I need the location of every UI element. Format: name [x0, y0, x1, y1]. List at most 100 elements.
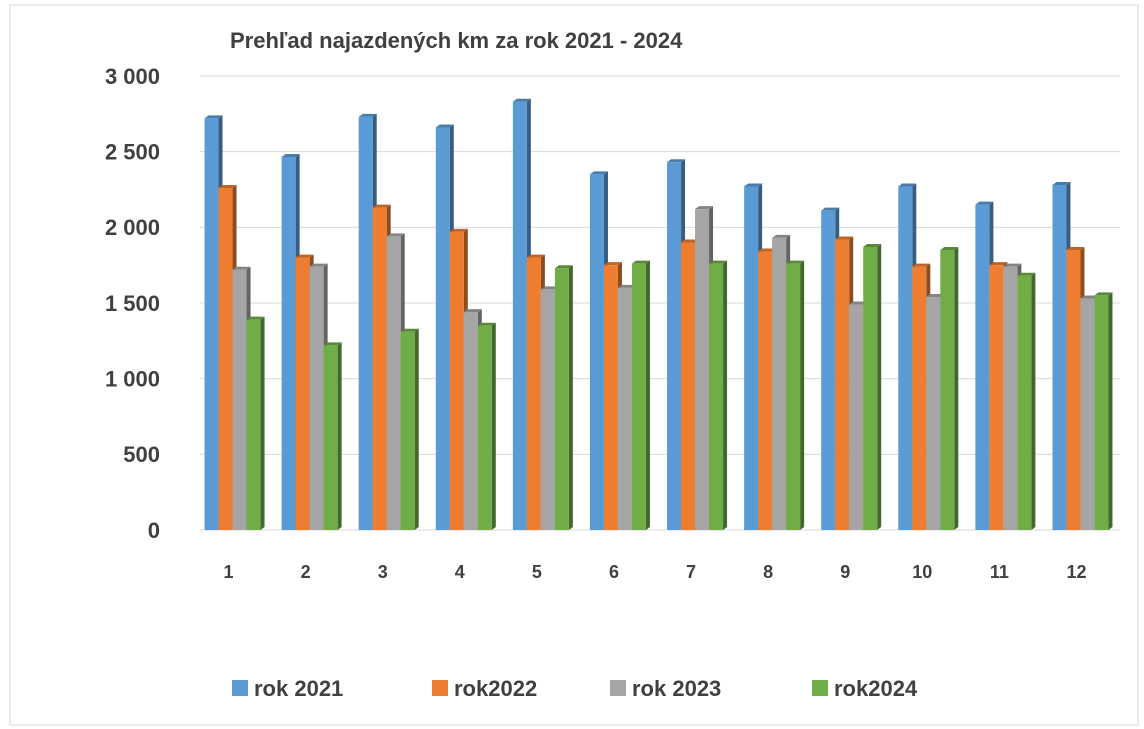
bar-face [232, 266, 251, 270]
bar-face [1052, 181, 1071, 185]
legend-label: rok 2023 [632, 676, 721, 701]
bar-face [568, 265, 573, 530]
bar-face [975, 201, 994, 205]
bar-face [512, 101, 527, 530]
bar-face [512, 98, 531, 102]
bar-face [400, 331, 415, 530]
bar-face [723, 260, 728, 530]
bar-face [477, 325, 492, 530]
bar-face [295, 254, 314, 258]
legend-label: rok2024 [834, 676, 918, 701]
bar-face [491, 322, 496, 530]
chart-frame [9, 4, 1139, 726]
bar-face [526, 257, 541, 530]
bar-face [940, 250, 955, 531]
bar-face [386, 233, 405, 237]
bar-face [926, 296, 941, 530]
bar-face [386, 236, 401, 530]
y-tick-label: 500 [123, 442, 160, 467]
x-tick-label: 7 [686, 562, 696, 582]
bar-face [926, 293, 945, 297]
bar-face [681, 239, 700, 243]
bar-face [667, 162, 682, 530]
bar-face [835, 239, 850, 530]
bar-face [940, 247, 959, 251]
x-tick-label: 5 [532, 562, 542, 582]
bar-face [821, 207, 840, 211]
bar-face [631, 263, 646, 530]
bar-face [526, 254, 545, 258]
bar-face [281, 153, 300, 157]
x-tick-label: 12 [1066, 562, 1086, 582]
bar-face [204, 115, 223, 119]
bar-face [218, 184, 237, 188]
y-tick-label: 3 000 [105, 64, 160, 89]
bar-face [1003, 263, 1022, 267]
bar-face [821, 210, 836, 531]
bar-face [758, 248, 777, 252]
bar-face [204, 118, 219, 530]
bar-face [337, 342, 342, 530]
bar-face [1094, 292, 1113, 296]
bar [709, 260, 728, 530]
bar-face [1094, 295, 1109, 530]
bar [1094, 292, 1113, 530]
bar-face [540, 286, 559, 290]
bar-face [449, 228, 468, 232]
bar-face [414, 328, 419, 530]
bar-face [1066, 247, 1085, 251]
bar-face [1066, 250, 1081, 531]
bar-face [849, 304, 864, 530]
bar-face [1080, 295, 1099, 299]
bar-face [617, 284, 636, 288]
bar-face [358, 116, 373, 531]
bar-face [603, 262, 622, 266]
bar-face [709, 260, 728, 264]
x-tick-label: 11 [990, 562, 1009, 582]
bar-face [1017, 272, 1036, 276]
bar-face [281, 156, 296, 531]
bar-face [309, 266, 324, 530]
bar [323, 342, 342, 530]
bar-face [1031, 272, 1036, 530]
bar-face [463, 312, 478, 530]
bar-face [877, 244, 882, 531]
bar-face [863, 247, 878, 531]
bar-face [645, 260, 650, 530]
bar-face [835, 236, 854, 240]
x-tick-label: 1 [224, 562, 234, 582]
bar-face [589, 174, 604, 530]
bar-face [744, 183, 763, 187]
x-tick-label: 6 [609, 562, 619, 582]
bar-face [695, 209, 710, 530]
bar-face [449, 231, 464, 530]
x-tick-label: 2 [301, 562, 311, 582]
bar-face [260, 316, 265, 530]
bar-face [617, 287, 632, 530]
bar-face [1017, 275, 1032, 530]
x-tick-label: 3 [378, 562, 388, 582]
bar-face [975, 204, 990, 530]
bar [400, 328, 419, 530]
bar-face [912, 266, 927, 530]
bar [246, 316, 265, 530]
bar-face [435, 124, 454, 128]
bar-face [744, 186, 759, 530]
bar-face [554, 265, 573, 269]
legend-label: rok 2021 [254, 676, 343, 701]
x-tick-label: 10 [912, 562, 932, 582]
x-tick-label: 8 [763, 562, 773, 582]
bar-face [400, 328, 419, 332]
bar-face [435, 127, 450, 530]
bar [863, 244, 882, 531]
bar-face [772, 234, 791, 238]
bar-face [295, 257, 310, 530]
bar [477, 322, 496, 530]
bar-face [1080, 298, 1095, 530]
bar-face [554, 268, 569, 530]
bar-face [849, 301, 868, 305]
y-tick-label: 2 500 [105, 139, 160, 164]
bar-face [681, 242, 696, 530]
bar-face [912, 263, 931, 267]
y-tick-label: 1 500 [105, 291, 160, 316]
